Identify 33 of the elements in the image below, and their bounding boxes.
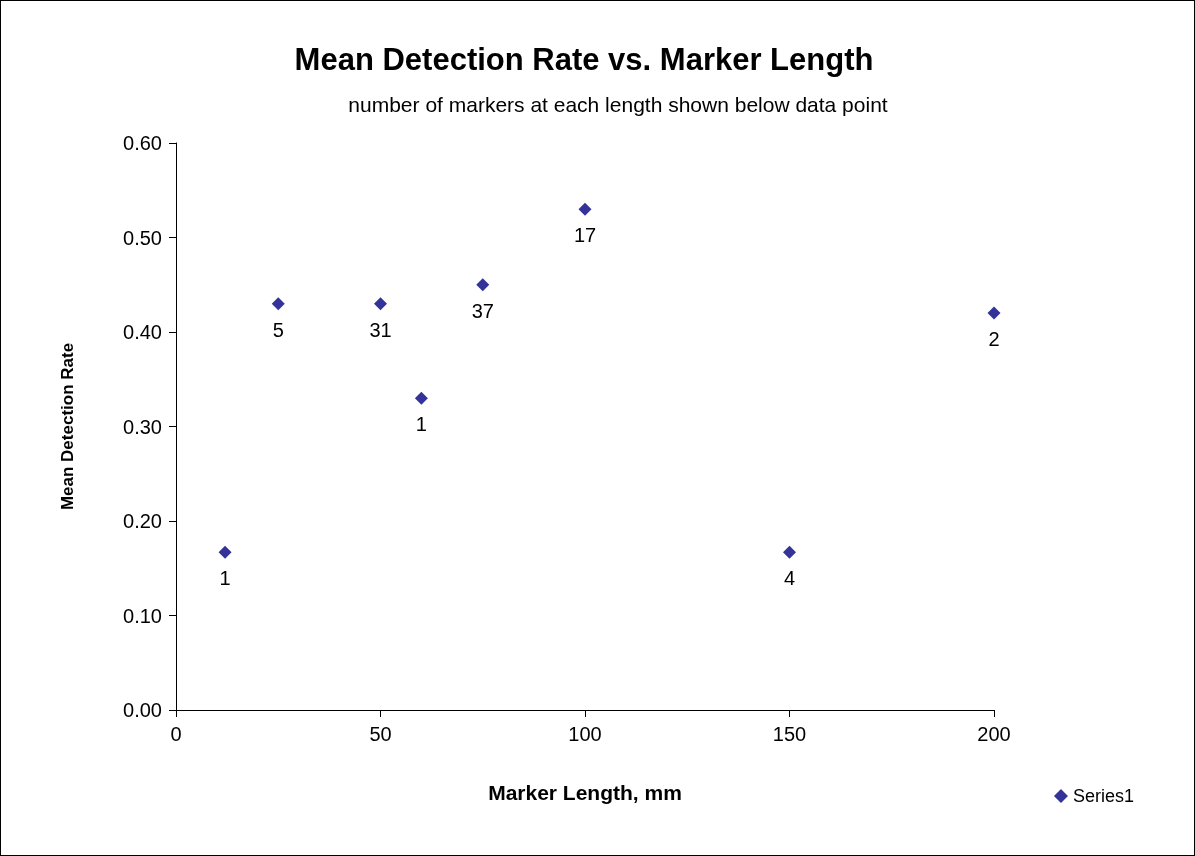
annotation: 2	[988, 328, 1000, 351]
annotation: 1	[415, 413, 427, 436]
point	[987, 306, 1001, 320]
x-tick-label: 50	[369, 723, 392, 745]
annotation: 37	[471, 299, 494, 322]
y-tick-label: 0.60	[123, 132, 162, 154]
point	[476, 278, 490, 292]
point	[271, 297, 285, 311]
x-tick-label: 100	[568, 723, 602, 745]
y-tick-label: 0.00	[123, 699, 162, 721]
x-tick-label: 200	[977, 723, 1011, 745]
x-tick-label: 150	[772, 723, 807, 745]
point	[414, 391, 428, 405]
point	[374, 297, 387, 311]
point	[578, 202, 592, 216]
annotation: 17	[573, 224, 597, 247]
point	[218, 545, 232, 559]
y-tick-label: 0.20	[123, 510, 162, 532]
annotation: 1	[219, 567, 231, 590]
y-tick-label: 0.40	[123, 321, 162, 343]
annotation: 31	[369, 318, 392, 341]
annotation: 5	[272, 318, 284, 341]
y-tick-label: 0.50	[123, 226, 162, 249]
annotation: 4	[783, 567, 796, 590]
x-axis-title: Marker Length, mm	[488, 781, 682, 804]
y-tick-label: 0.30	[123, 415, 162, 438]
point	[783, 545, 796, 559]
x-tick-label: 0	[170, 723, 182, 745]
legend-label: Series1	[1072, 786, 1134, 806]
chart-title: Mean Detection Rate vs. Marker Length	[294, 42, 874, 77]
y-axis-title: Mean Detection Rate	[58, 342, 77, 511]
y-tick-label: 0.10	[123, 604, 162, 627]
chart-subtitle: number of markers at each length shown below data point	[348, 93, 888, 116]
